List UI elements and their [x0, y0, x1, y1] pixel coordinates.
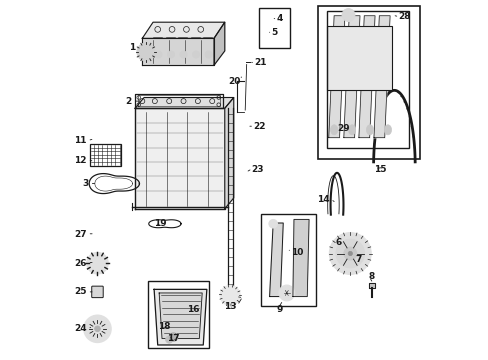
Bar	[90, 144, 121, 166]
Text: 17: 17	[167, 334, 180, 343]
Polygon shape	[343, 16, 359, 138]
Bar	[317, 6, 419, 159]
Bar	[258, 8, 290, 48]
Text: 4: 4	[276, 14, 283, 23]
Circle shape	[155, 51, 162, 58]
Polygon shape	[214, 22, 224, 65]
Bar	[260, 214, 316, 306]
Text: 29: 29	[336, 123, 349, 132]
Ellipse shape	[348, 125, 355, 135]
Circle shape	[343, 247, 356, 260]
Circle shape	[83, 315, 111, 342]
Circle shape	[347, 251, 352, 256]
Circle shape	[86, 252, 108, 274]
Text: 18: 18	[158, 322, 170, 331]
Text: 25: 25	[74, 287, 86, 296]
Polygon shape	[269, 223, 283, 297]
Circle shape	[220, 285, 240, 306]
Text: 12: 12	[74, 156, 86, 165]
Polygon shape	[368, 283, 375, 288]
Circle shape	[329, 233, 370, 274]
Text: 1: 1	[129, 43, 135, 52]
Text: 11: 11	[74, 136, 86, 145]
Circle shape	[137, 43, 155, 61]
Text: 6: 6	[334, 238, 341, 247]
Circle shape	[94, 326, 100, 332]
Text: 14: 14	[317, 195, 329, 204]
Circle shape	[278, 285, 294, 301]
Circle shape	[165, 336, 172, 343]
Bar	[148, 281, 209, 348]
Text: 10: 10	[290, 248, 303, 257]
Text: 26: 26	[74, 259, 86, 268]
Circle shape	[167, 51, 174, 58]
Circle shape	[341, 9, 354, 22]
Text: 27: 27	[74, 230, 86, 239]
Text: 20: 20	[227, 77, 240, 86]
Bar	[326, 26, 391, 90]
Bar	[326, 12, 408, 148]
Ellipse shape	[384, 125, 391, 135]
Polygon shape	[159, 293, 202, 338]
Circle shape	[204, 51, 212, 58]
Text: 22: 22	[253, 122, 265, 131]
Polygon shape	[142, 39, 214, 65]
Text: 16: 16	[187, 305, 199, 314]
Polygon shape	[135, 108, 224, 209]
Polygon shape	[358, 16, 374, 138]
Text: 2: 2	[125, 96, 131, 105]
Text: 9: 9	[276, 305, 283, 314]
Text: 23: 23	[251, 165, 264, 174]
Text: 3: 3	[82, 179, 88, 188]
Polygon shape	[154, 289, 206, 345]
Polygon shape	[142, 22, 224, 39]
Polygon shape	[135, 98, 233, 108]
Ellipse shape	[330, 125, 337, 135]
Circle shape	[169, 333, 178, 341]
Text: 24: 24	[74, 324, 86, 333]
Text: 15: 15	[373, 165, 386, 174]
Polygon shape	[224, 98, 233, 209]
Polygon shape	[328, 16, 344, 138]
Circle shape	[268, 220, 277, 228]
Text: 28: 28	[398, 12, 410, 21]
Circle shape	[180, 51, 187, 58]
Text: 13: 13	[224, 302, 236, 311]
Circle shape	[335, 239, 364, 268]
Circle shape	[192, 51, 199, 58]
Text: 5: 5	[271, 28, 277, 37]
Polygon shape	[292, 220, 308, 297]
Text: 8: 8	[367, 272, 374, 281]
Text: 19: 19	[154, 219, 166, 228]
Polygon shape	[373, 16, 389, 138]
FancyBboxPatch shape	[92, 286, 103, 298]
Text: 7: 7	[354, 255, 361, 264]
Text: 21: 21	[254, 58, 266, 67]
Ellipse shape	[366, 125, 373, 135]
